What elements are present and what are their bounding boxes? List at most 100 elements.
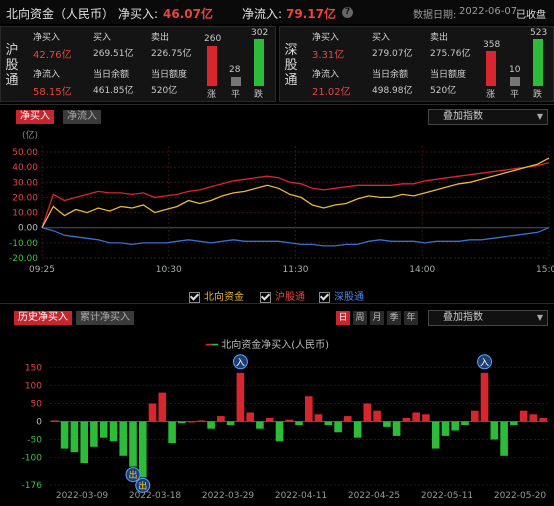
bar bbox=[256, 421, 264, 429]
tab-net-buy[interactable]: 净买入 bbox=[16, 110, 54, 124]
tab-history-net-buy[interactable]: 历史净买入 bbox=[14, 311, 72, 325]
bar bbox=[99, 421, 108, 438]
inflow-badge[interactable]: 入 bbox=[232, 354, 248, 370]
bar bbox=[344, 416, 352, 422]
outflow-badge[interactable]: 出 bbox=[135, 477, 151, 493]
chevron-down-icon: ▼ bbox=[536, 112, 543, 121]
sh-connect-panel: 沪股通 净买入 42.76亿 买入 269.51亿 卖出 226.75亿 净流入 58.… bbox=[0, 26, 276, 102]
sz-down-bar bbox=[533, 39, 543, 86]
bar bbox=[519, 410, 528, 422]
x-tick-label: 2022-04-11 bbox=[275, 491, 327, 501]
bar bbox=[275, 421, 284, 442]
x-tick-label: 2022-04-25 bbox=[348, 491, 400, 501]
y-tick-label: 0.00 bbox=[18, 224, 38, 234]
bar bbox=[431, 421, 440, 449]
bar bbox=[392, 421, 401, 436]
tab-cumulative-net-buy[interactable]: 累计净买入 bbox=[76, 311, 134, 325]
bar bbox=[539, 417, 547, 422]
checkbox-north[interactable] bbox=[189, 291, 200, 303]
bar bbox=[285, 419, 293, 422]
divider bbox=[0, 104, 554, 105]
period-week[interactable]: 周 bbox=[353, 311, 367, 325]
sh-net-buy: 净买入 42.76亿 bbox=[33, 33, 72, 61]
overlay-index-dropdown[interactable]: 叠加指数 ▼ bbox=[428, 109, 548, 125]
sz-sell: 卖出 275.76亿 bbox=[430, 33, 471, 59]
bar bbox=[51, 420, 59, 422]
legend-north[interactable]: 北向资金 bbox=[189, 288, 244, 303]
divider bbox=[0, 303, 554, 304]
bar bbox=[119, 421, 127, 456]
period-month[interactable]: 月 bbox=[370, 311, 384, 325]
y-tick-label: -20.00 bbox=[9, 254, 38, 264]
x-tick-label: 15:00 bbox=[536, 265, 554, 275]
x-tick-label: 2022-03-09 bbox=[56, 491, 109, 501]
checkbox-sh[interactable] bbox=[260, 291, 271, 303]
sh-flat-label: 平 bbox=[231, 90, 241, 100]
period-day[interactable]: 日 bbox=[336, 311, 350, 325]
x-tick-label: 2022-03-18 bbox=[129, 491, 182, 501]
bar bbox=[412, 412, 420, 422]
sz-up-label: 涨 bbox=[486, 90, 496, 100]
y-tick-label: 10.00 bbox=[12, 209, 38, 219]
x-tick-label: 10:30 bbox=[156, 265, 182, 275]
checkbox-sz[interactable] bbox=[319, 291, 330, 303]
bar bbox=[305, 396, 313, 422]
y-tick-label: 0 bbox=[36, 418, 42, 428]
period-quarter[interactable]: 季 bbox=[387, 311, 401, 325]
question-icon[interactable]: ? bbox=[342, 7, 353, 18]
sz-quota: 当日额度 520亿 bbox=[430, 70, 467, 96]
sz-balance: 当日余额 498.98亿 bbox=[372, 70, 413, 96]
svg-text:出: 出 bbox=[128, 469, 137, 481]
bar bbox=[510, 421, 518, 426]
sz-up-count: 358 bbox=[483, 40, 501, 50]
sz-connect-label: 深股通 bbox=[284, 43, 298, 88]
market-status: 已收盘 bbox=[516, 10, 546, 21]
bar bbox=[363, 403, 372, 422]
bar bbox=[158, 392, 167, 422]
bar bbox=[207, 421, 215, 429]
inflow-badge[interactable]: 入 bbox=[477, 354, 493, 370]
bar bbox=[129, 421, 137, 467]
sh-flat-bar bbox=[231, 77, 241, 86]
bar bbox=[402, 417, 411, 422]
legend-sh[interactable]: 沪股通 bbox=[260, 288, 305, 303]
history-legend: ━━ 北向资金净买入(人民币) bbox=[206, 340, 330, 351]
y-tick-label: 30.00 bbox=[12, 178, 38, 188]
bar bbox=[168, 421, 176, 444]
date-label: 数据日期: bbox=[413, 10, 457, 21]
date-value: 2022-06-07 bbox=[459, 6, 518, 17]
legend-sz[interactable]: 深股通 bbox=[319, 288, 364, 303]
bar bbox=[353, 421, 362, 438]
series-line-2 bbox=[41, 227, 550, 247]
bar bbox=[451, 421, 459, 431]
y-tick-label: 150 bbox=[25, 363, 42, 373]
svg-text:入: 入 bbox=[236, 357, 245, 368]
y-tick-label: -50 bbox=[27, 436, 42, 446]
x-tick-label: 2022-05-11 bbox=[421, 491, 473, 501]
outflow-badge[interactable]: 出 bbox=[125, 467, 141, 483]
net-inflow-label: 净流入: bbox=[242, 7, 283, 21]
bar bbox=[139, 421, 147, 478]
page-title: 北向资金（人民币） bbox=[6, 7, 115, 21]
bar bbox=[80, 421, 88, 463]
tab-net-inflow[interactable]: 净流入 bbox=[63, 110, 101, 124]
bar bbox=[461, 421, 469, 426]
period-year[interactable]: 年 bbox=[404, 311, 418, 325]
intraday-chart: (亿) 50.00 40.00 30.00 20.00 10.00 0.00 -10.00 -2… bbox=[9, 129, 554, 275]
bar bbox=[383, 421, 391, 427]
sz-net-inflow: 净流入 21.02亿 bbox=[312, 70, 351, 98]
x-tick-label: 09:25 bbox=[29, 265, 55, 275]
bar bbox=[480, 372, 489, 422]
bar bbox=[314, 414, 323, 422]
x-tick-label: 11:30 bbox=[283, 265, 309, 275]
net-inflow-value: 79.17亿 bbox=[286, 7, 336, 21]
history-overlay-dropdown[interactable]: 叠加指数 ▼ bbox=[428, 310, 548, 326]
y-tick-label: 20.00 bbox=[12, 193, 38, 203]
svg-text:出: 出 bbox=[138, 480, 147, 492]
bar bbox=[373, 410, 381, 422]
bar bbox=[422, 414, 430, 422]
sz-flat-bar bbox=[510, 77, 520, 86]
bar bbox=[500, 421, 508, 456]
net-buy-value: 46.07亿 bbox=[163, 7, 213, 21]
series-line-1 bbox=[41, 161, 550, 228]
